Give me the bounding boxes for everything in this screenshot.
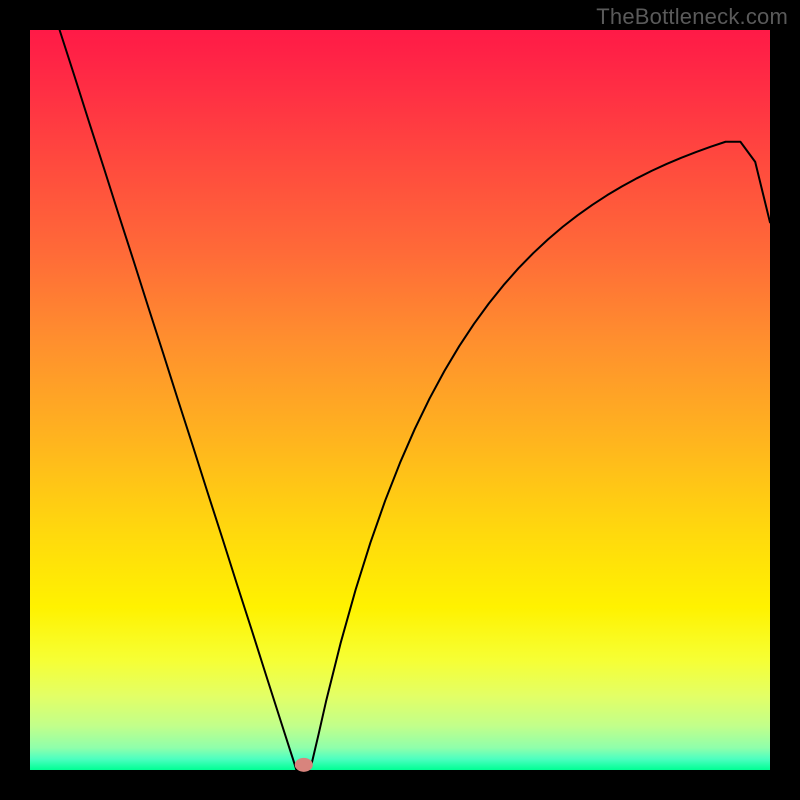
vertex-marker bbox=[295, 758, 313, 772]
plot-area bbox=[30, 30, 770, 770]
watermark-text: TheBottleneck.com bbox=[596, 4, 788, 30]
bottleneck-curve bbox=[30, 30, 770, 770]
chart-frame: TheBottleneck.com bbox=[0, 0, 800, 800]
